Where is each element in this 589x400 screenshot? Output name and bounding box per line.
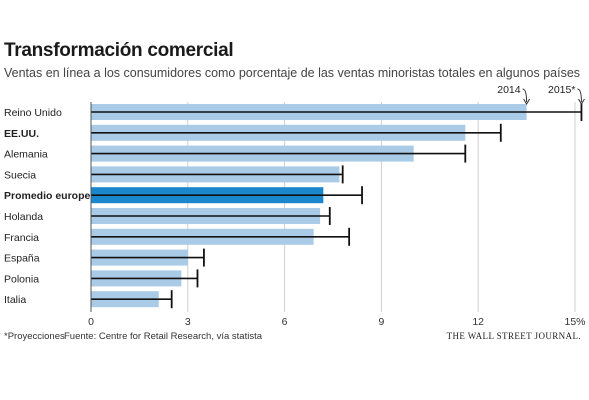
category-label: Suecia xyxy=(4,169,36,181)
category-label: Holanda xyxy=(4,211,43,223)
legend-2015-label: 2015* xyxy=(548,84,575,96)
x-tick-label: 0 xyxy=(88,316,94,328)
legend-2015-arrow xyxy=(577,88,582,103)
category-label: Promedio europeo xyxy=(4,190,97,202)
category-label: España xyxy=(4,253,40,265)
chart-title: Transformación comercial xyxy=(4,40,234,61)
legend-2014-arrowhead xyxy=(523,98,531,105)
category-label: Alemania xyxy=(4,149,48,161)
category-label: Polonia xyxy=(4,273,39,285)
legend-2014-label: 2014 xyxy=(497,84,521,96)
x-tick-label: 15% xyxy=(564,316,585,328)
x-tick-label: 9 xyxy=(378,316,384,328)
category-label: EE.UU. xyxy=(4,128,39,140)
x-tick-label: 3 xyxy=(185,316,191,328)
legend-2015-arrowhead xyxy=(578,98,585,105)
x-tick-label: 6 xyxy=(282,316,288,328)
footnote: *Proyecciones xyxy=(4,331,65,342)
legend-2014-arrow xyxy=(522,88,528,103)
source-note: Fuente: Centre for Retail Research, vía … xyxy=(64,331,263,342)
category-label: Italia xyxy=(4,294,26,306)
category-label: Francia xyxy=(4,232,39,244)
x-tick-label: 12 xyxy=(472,316,484,328)
chart-subtitle: Ventas en línea a los consumidores como … xyxy=(4,66,581,80)
category-label: Reino Unido xyxy=(4,107,62,119)
publisher-logo: THE WALL STREET JOURNAL. xyxy=(446,331,581,341)
